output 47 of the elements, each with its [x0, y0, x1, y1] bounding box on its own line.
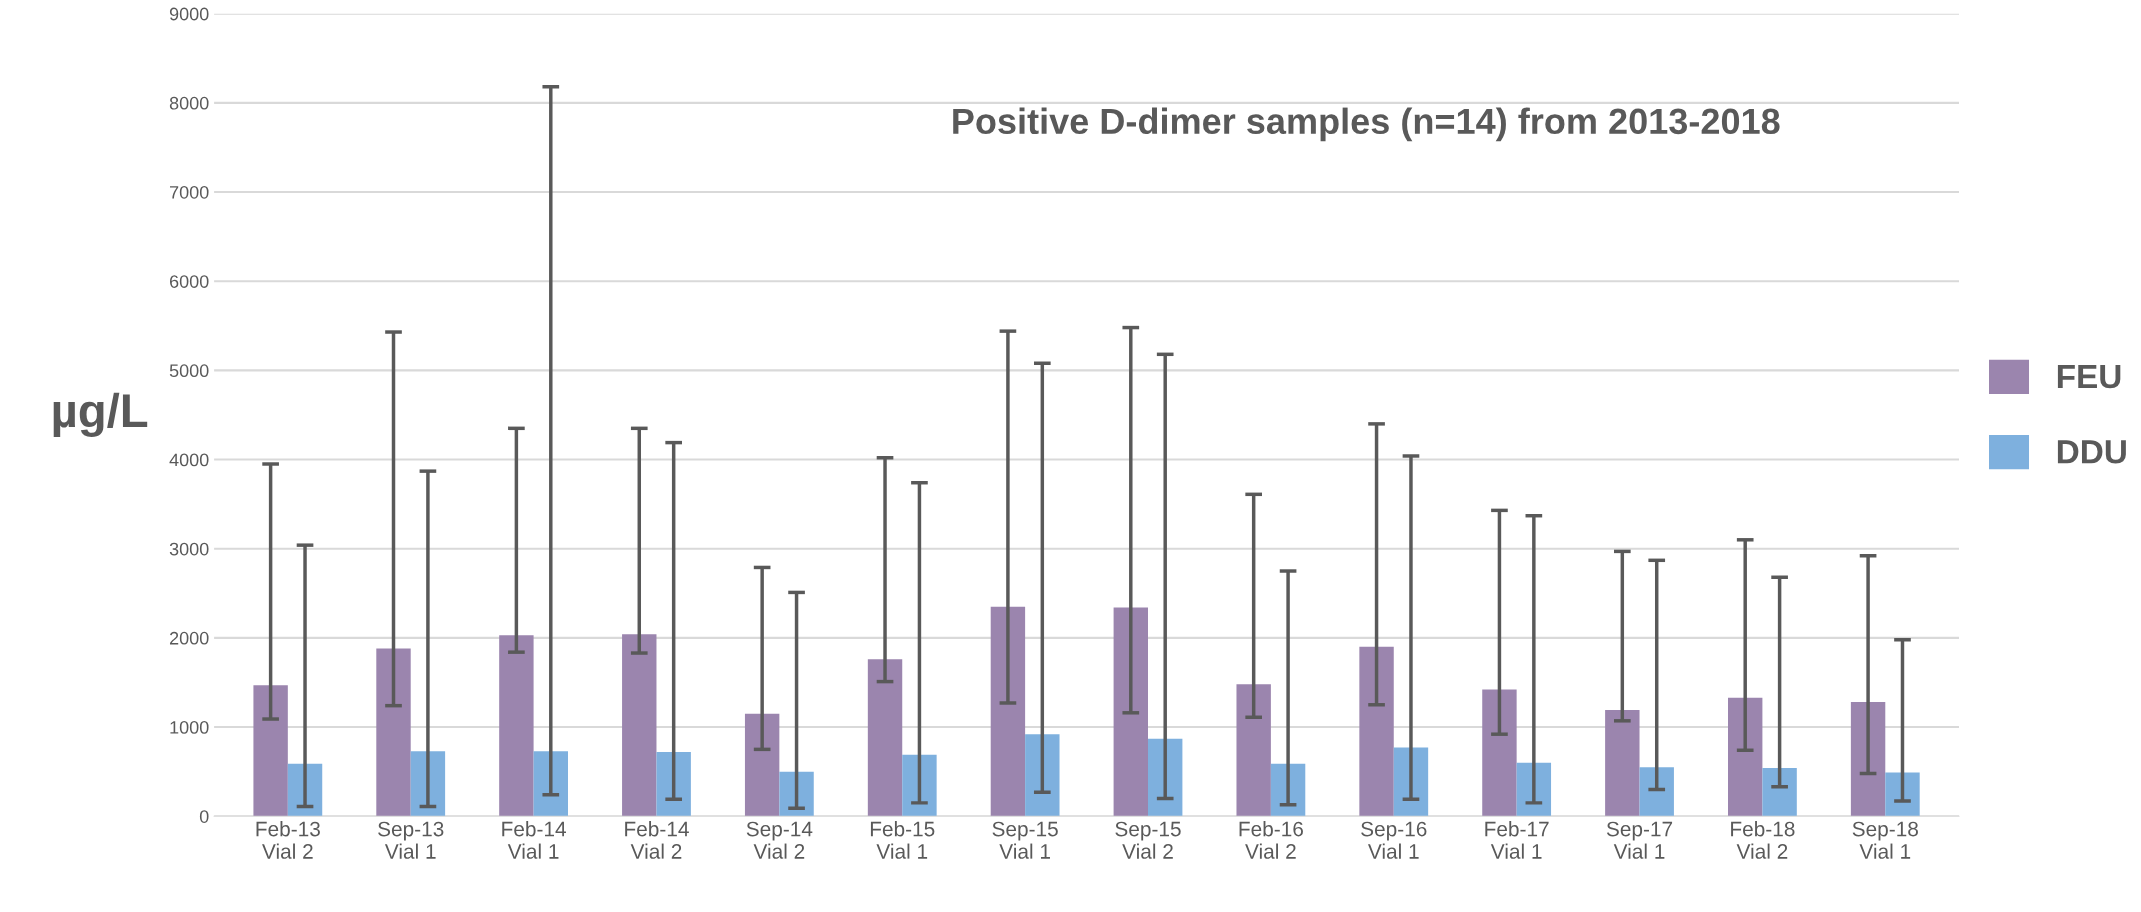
bar: [622, 634, 657, 817]
bar: [744, 713, 780, 817]
bar: [1639, 767, 1674, 817]
y-axis-title: µg/L: [53, 392, 148, 438]
bar: [1728, 697, 1763, 817]
legend-label: DDU: [2057, 440, 2126, 464]
x-tick-label: Feb-13 Vial 2: [256, 821, 320, 859]
x-tick-label: Feb-17 Vial 1: [1485, 821, 1549, 859]
x-tick-label: Sep-15 Vial 2: [1115, 821, 1181, 859]
x-tick-label: Sep-17 Vial 1: [1606, 821, 1673, 859]
bar: [1762, 768, 1797, 817]
y-tick-label: 5000: [169, 364, 209, 378]
y-tick-label: 1000: [170, 721, 209, 734]
x-tick-label: Feb-16 Vial 2: [1239, 821, 1303, 859]
x-tick-label: Feb-15 Vial 1: [870, 821, 935, 859]
bar: [867, 659, 903, 817]
y-tick-label: 6000: [169, 275, 209, 288]
bar: [990, 606, 1026, 817]
x-tick-label: Sep-13 Vial 1: [378, 821, 444, 859]
bar: [1482, 689, 1517, 817]
bar: [1236, 684, 1271, 817]
x-tick-label: Sep-16 Vial 1: [1361, 821, 1427, 859]
bar: [1025, 734, 1060, 817]
y-tick-label: 7000: [170, 185, 209, 199]
x-tick-label: Sep-14 Vial 2: [746, 821, 813, 859]
x-tick-label: Feb-14 Vial 1: [502, 821, 566, 859]
bar: [1850, 702, 1886, 817]
x-tick-label: Sep-18 Vial 1: [1852, 821, 1918, 859]
bar: [376, 648, 411, 817]
bar: [533, 751, 568, 817]
bar: [656, 752, 691, 817]
x-tick-label: Sep-15 Vial 1: [992, 821, 1058, 859]
x-tick-label: Feb-14 Vial 2: [625, 821, 689, 859]
bar: [1359, 646, 1394, 817]
x-tick-label: Feb-18 Vial 2: [1731, 821, 1795, 859]
y-tick-label: 0: [199, 810, 209, 823]
y-tick-label: 9000: [169, 7, 209, 21]
y-tick-label: 2000: [169, 631, 209, 645]
y-tick-label: 3000: [169, 542, 209, 556]
text: Positive D-dimer samples (n=14) from 2013-2018: [953, 107, 1780, 142]
bar: [253, 685, 288, 817]
y-tick-label: 8000: [169, 96, 209, 110]
bar: [1113, 607, 1148, 817]
legend-label: FEU: [2057, 365, 2121, 389]
bar: [1605, 710, 1640, 817]
bar: [499, 635, 534, 817]
y-tick-label: 4000: [169, 453, 209, 467]
